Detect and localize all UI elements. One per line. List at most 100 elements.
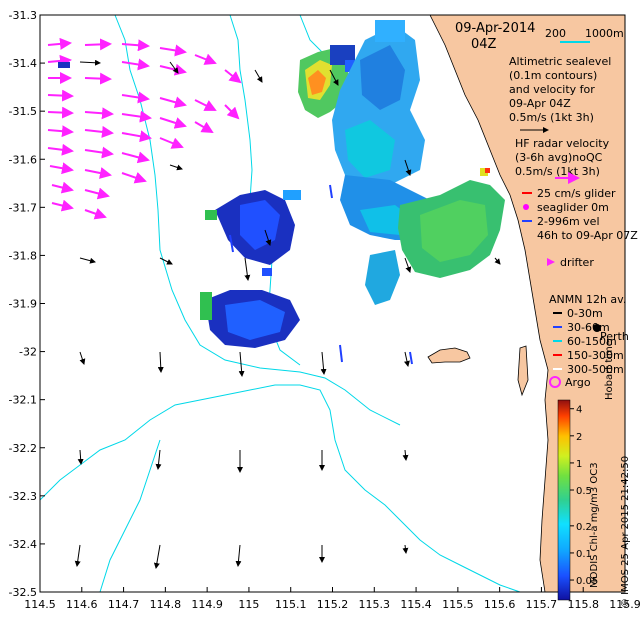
altimetry-arrow — [47, 106, 74, 119]
scale-left: 200 — [545, 27, 566, 40]
x-axis: 114.5 114.6 114.7 114.8 114.9 115 115.1 115.2 11… — [24, 587, 640, 611]
velocity-arrow — [238, 351, 245, 377]
altimetry-arrow — [84, 72, 112, 85]
altimetry-line-4: 09-Apr 04Z — [509, 97, 571, 110]
garden-island — [517, 345, 529, 397]
altimetry-arrow — [84, 208, 107, 220]
x-tick-label: 114.7 — [108, 598, 140, 611]
altimetry-arrow — [49, 162, 74, 175]
deep-velocity-arrows — [58, 62, 413, 365]
altimetry-arrow — [159, 117, 187, 129]
x-tick-label: 115.3 — [359, 598, 391, 611]
x-tick-label: 115.1 — [275, 598, 307, 611]
altimetry-line-3: and velocity for — [509, 83, 595, 96]
velocity-arrow — [254, 69, 263, 83]
velocity-arrow — [79, 257, 96, 264]
velocity-arrow — [320, 351, 327, 375]
anmn-item-5: 300-500m — [567, 363, 624, 376]
velocity-arrow — [404, 351, 410, 367]
velocity-arrow — [402, 544, 409, 554]
hf-line-3: 0.5m/s (1kt 3h) — [515, 165, 600, 178]
altimetry-arrow — [84, 38, 112, 51]
hf-radar-arrows — [74, 59, 501, 569]
velocity-arrow — [329, 69, 339, 86]
colorbar-label: MODIS Chl-a mg/m3 OC3 — [589, 462, 600, 588]
altimetry-arrow — [84, 125, 114, 138]
argo-marker — [549, 376, 561, 388]
credit-label: © IMOS 25-Apr-2015 21:42:50 — [620, 456, 631, 608]
altimetry-arrow — [47, 143, 74, 156]
altimetry-arrow — [47, 125, 74, 138]
altimetry-arrow — [159, 44, 187, 57]
altimetry-arrow — [159, 96, 187, 109]
colorbar-tick-label: 0.2 — [576, 522, 592, 533]
glider-line-1: 25 cm/s glider — [537, 187, 616, 200]
hobart-label: Hobart time — [604, 340, 615, 400]
hf-legend: HF radar velocity (3-6h avg)noQC 0.5m/s … — [515, 137, 610, 184]
altimetry-arrow — [159, 63, 187, 76]
y-tick-label: -31.5 — [9, 105, 37, 118]
header-hour: 04Z — [471, 37, 497, 52]
altimetry-arrow — [121, 39, 150, 52]
altimetry-arrow — [121, 151, 150, 164]
velocity-arrow — [74, 544, 81, 567]
altimetry-arrow — [121, 58, 150, 71]
y-tick-label: -31.8 — [9, 249, 37, 262]
altimetry-arrow — [194, 53, 217, 65]
anmn-item-1: 0-30m — [567, 307, 603, 320]
glider-line-3: 2-996m vel — [537, 215, 600, 228]
argo-legend: Argo — [549, 376, 591, 389]
velocity-arrow — [235, 544, 242, 567]
perth-marker — [593, 324, 601, 332]
velocity-arrow — [79, 59, 101, 66]
velocity-arrow — [169, 164, 183, 171]
city-label: Perth — [600, 330, 629, 343]
y-tick-label: -32.1 — [9, 394, 37, 407]
y-tick-label: -32.4 — [9, 538, 37, 551]
land-mass — [429, 14, 626, 593]
glider-line-4: 46h to 09-Apr 07Z — [537, 229, 638, 242]
scale-right: 1000m — [585, 27, 624, 40]
anmn-item-4: 150-300m — [567, 349, 624, 362]
altimetry-arrow — [84, 167, 112, 179]
altimetry-arrow — [194, 121, 214, 134]
colorbar-tick-label: 1 — [576, 459, 582, 470]
colorbar — [557, 399, 571, 601]
altimetry-velocity-arrows — [47, 37, 242, 220]
x-tick-label: 115.5 — [442, 598, 474, 611]
x-tick-label: 114.6 — [66, 598, 98, 611]
drifter-legend: drifter — [547, 256, 594, 269]
altimetry-arrow — [47, 89, 74, 102]
y-tick-label: -32.5 — [9, 586, 37, 599]
altimetry-arrow — [121, 91, 150, 104]
header-date: 09-Apr-2014 — [455, 21, 535, 36]
x-tick-label: 115.7 — [526, 598, 558, 611]
colorbar-tick-label: 0.1 — [576, 549, 592, 560]
y-tick-label: -31.6 — [9, 153, 37, 166]
colorbar-tick-label: 0.05 — [576, 576, 598, 587]
x-tick-label: 115.4 — [400, 598, 432, 611]
velocity-arrow — [77, 449, 84, 465]
drifter-label: drifter — [560, 256, 594, 269]
y-tick-label: -32 — [19, 346, 37, 359]
altimetry-legend: Altimetric sealevel (0.1m contours) and … — [509, 55, 611, 133]
velocity-arrow — [169, 61, 179, 74]
velocity-arrow — [264, 229, 272, 246]
altimetry-arrow — [121, 172, 147, 184]
altimetry-arrow — [47, 37, 72, 50]
x-tick-label: 115.9 — [609, 598, 640, 611]
altimetry-arrow — [84, 187, 110, 200]
velocity-arrow — [79, 351, 86, 365]
chlorophyll-patches — [200, 20, 505, 348]
x-tick-label: 115.6 — [484, 598, 516, 611]
colorbar-tick-label: 2 — [576, 432, 582, 443]
velocity-arrow — [155, 449, 162, 470]
rottnest-island — [427, 347, 471, 364]
x-tick-label: 115.2 — [317, 598, 349, 611]
velocity-arrow — [159, 257, 173, 265]
altimetry-line-1: Altimetric sealevel — [509, 55, 611, 68]
y-tick-label: -31.3 — [9, 9, 37, 22]
y-tick-label: -31.4 — [9, 57, 37, 70]
velocity-arrow — [402, 449, 409, 461]
